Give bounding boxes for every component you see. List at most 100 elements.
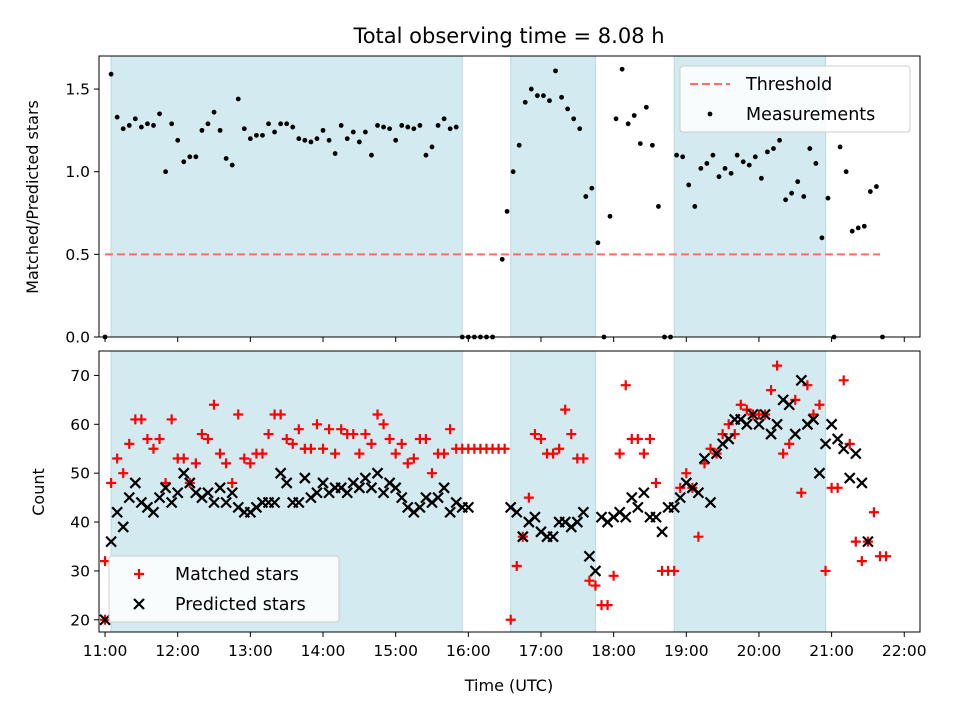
data-point [118,468,129,479]
data-point [272,129,277,135]
data-point [710,152,716,158]
data-point [643,104,649,110]
data-point [837,442,850,455]
data-point [462,501,475,514]
data-point [820,565,831,576]
data-point [196,429,207,440]
data-point [221,458,232,469]
data-point [668,501,680,514]
data-point [317,477,329,489]
data-point [423,152,429,158]
chart-title: Total observing time = 8.08 h [352,24,664,48]
data-point [881,551,892,562]
data-point [867,189,873,194]
series-dot [102,66,885,340]
data-point [638,448,649,459]
data-point [772,360,783,371]
data-point [819,438,832,450]
data-point [843,169,849,175]
data-point [111,506,123,519]
data-point [142,433,153,444]
data-point [444,506,456,519]
data-point [765,428,777,440]
x-tick-label: 22:00 [882,642,927,660]
data-point [193,154,199,160]
data-point [608,570,619,581]
data-point [584,575,595,586]
data-point [632,433,643,444]
data-point [211,109,217,115]
data-point [293,496,305,509]
data-point [399,123,405,128]
data-point [290,124,296,130]
data-point [535,433,546,444]
y-tick-label: 50 [70,465,90,483]
data-point [247,136,253,142]
legend-box [679,65,911,133]
data-point [619,511,632,523]
legend-label: Matched stars [175,565,299,585]
data-point [129,477,142,489]
data-point [447,126,453,132]
data-point [154,433,165,444]
data-point [371,467,384,479]
x-tick-label: 19:00 [664,642,709,660]
data-point [280,477,293,489]
data-point [589,565,602,577]
data-point [147,506,160,519]
data-point [607,213,613,219]
data-point [850,447,862,460]
data-point [674,491,687,504]
data-point [843,472,856,484]
data-point [284,121,290,127]
data-point [547,98,552,104]
y-tick-label: 60 [70,416,90,434]
data-point [510,506,523,519]
data-point [541,93,546,99]
data-point [861,223,867,229]
data-point [577,126,583,132]
x-axis-label: Time (UTC) [464,676,553,695]
data-point [105,535,117,548]
data-point [124,438,135,449]
data-point [510,169,516,175]
data-point [692,204,698,209]
data-point [254,132,259,138]
data-point [722,433,735,445]
y-tick-label: 0.5 [65,246,90,264]
data-point [187,154,193,160]
data-point [159,482,172,494]
y-axis-label-top: Matched/Predicted stars [23,100,42,294]
data-point [644,433,655,444]
data-point [759,408,771,421]
data-point [681,468,692,479]
y-tick-label: 0.0 [65,329,90,347]
data-point [417,123,423,128]
data-point [698,452,711,465]
data-point [505,614,516,625]
data-point [771,418,783,431]
data-point [649,142,655,148]
data-point [281,433,292,444]
data-point [613,116,619,122]
data-point [157,111,162,117]
data-point [620,380,631,391]
data-point [209,399,220,410]
data-point [674,152,680,158]
data-point [435,123,441,128]
data-point [169,121,175,127]
data-point [619,66,625,72]
data-point [311,419,322,430]
y-axis-label-bottom: Count [29,468,48,516]
observing-window [510,350,596,633]
data-point [330,448,341,459]
data-point [100,556,111,567]
data-point [795,374,808,387]
data-point [369,152,374,158]
data-point [783,398,795,411]
series-x [99,374,874,626]
data-point [735,399,746,410]
plot-frame [98,55,921,338]
data-point [765,149,770,155]
data-point [832,482,843,493]
